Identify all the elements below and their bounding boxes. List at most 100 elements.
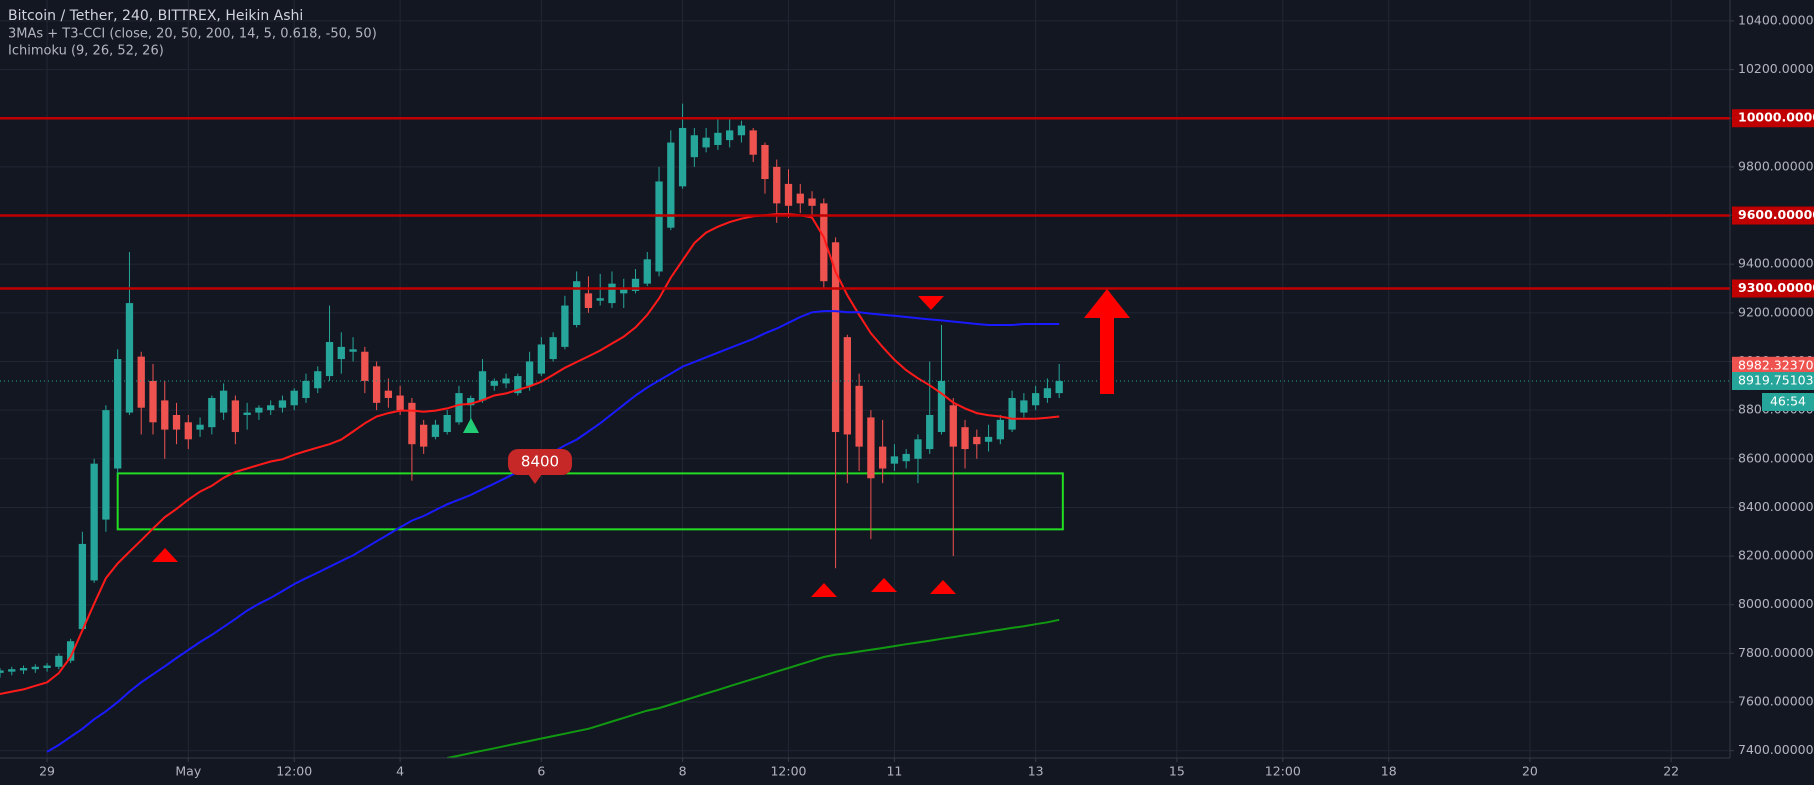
candle-body (55, 655, 63, 667)
level-label-bg (1732, 279, 1814, 298)
legend: Bitcoin / Tether, 240, BITTREX, Heikin A… (8, 8, 377, 59)
candle-body (984, 436, 993, 442)
candle-body (596, 298, 604, 301)
candle-body (420, 424, 428, 447)
candle-body (149, 380, 157, 423)
candle-body (773, 166, 781, 204)
candle-body (137, 356, 145, 408)
candle-body (714, 132, 722, 145)
candle-body (1020, 400, 1028, 413)
signal-arrow-up (152, 548, 178, 562)
candle-body (843, 337, 851, 435)
candle-body (384, 390, 393, 398)
candle-body (867, 417, 875, 479)
candle-body (243, 412, 251, 416)
candle-body (467, 397, 475, 406)
candle-body (325, 342, 334, 377)
candle-body (396, 395, 404, 411)
candle-body (690, 135, 699, 158)
candle-body (820, 203, 828, 282)
candle-body (749, 130, 757, 155)
countdown-bg (1762, 393, 1814, 412)
candle-body (8, 669, 16, 672)
indicator-label: Ichimoku (9, 26, 52, 26) (8, 44, 164, 59)
candle-body (525, 361, 534, 386)
x-tick-label: 12:00 (276, 764, 312, 779)
annotation-label: 8400 (521, 453, 559, 471)
x-tick-label: 12:00 (1265, 764, 1301, 779)
y-tick-label: 9800.00000 (1738, 158, 1814, 173)
candle-body (0, 670, 4, 673)
x-tick-label: 4 (396, 764, 404, 779)
candle-body (737, 125, 746, 136)
candle-body (66, 641, 75, 661)
indicator-label: 3MAs + T3-CCI (close, 20, 50, 200, 14, 5… (8, 27, 377, 42)
candle-body (702, 137, 710, 148)
candle-body (114, 359, 122, 469)
countdown: 46:54 (1770, 394, 1806, 409)
candle-body (290, 390, 298, 406)
y-tick-label: 8600.00000 (1738, 450, 1814, 465)
x-tick-label: 6 (537, 764, 545, 779)
candle-body (31, 666, 39, 670)
candle-body (620, 288, 628, 294)
candle-body (643, 259, 651, 284)
candle-body (1043, 388, 1052, 398)
candle-body (584, 293, 593, 308)
candle-body (937, 380, 946, 433)
candle-body (408, 402, 416, 445)
candle-body (1008, 397, 1016, 430)
big-arrow-head (1084, 289, 1130, 318)
x-tick-label: May (175, 764, 201, 779)
candle-body (608, 283, 616, 304)
x-tick-label: 20 (1522, 764, 1538, 779)
candle-body (537, 344, 546, 374)
candle-body (973, 436, 981, 445)
candle-body (90, 463, 98, 581)
candle-body (784, 183, 793, 206)
candle-body (478, 371, 487, 401)
y-tick-label: 8200.00000 (1738, 548, 1814, 563)
candle-body (1055, 380, 1063, 394)
x-tick-label: 15 (1169, 764, 1185, 779)
y-tick-label: 9200.00000 (1738, 304, 1814, 319)
candle-body (726, 130, 734, 141)
candle-body (561, 305, 569, 347)
signal-arrow-up (811, 583, 837, 597)
candle-body (996, 419, 1004, 440)
candle-body (19, 667, 28, 671)
candle-body (914, 439, 922, 459)
support-zone (116, 472, 1064, 531)
x-tick-label: 18 (1381, 764, 1397, 779)
candle-body (184, 422, 192, 440)
moving-average-line (447, 618, 1060, 759)
annotation-bubble (508, 449, 572, 475)
candle-body (808, 198, 816, 206)
level-label-bg (1732, 206, 1814, 225)
candle-body (902, 453, 910, 462)
candle-body (302, 380, 310, 398)
candle-body (949, 405, 957, 447)
overlay (152, 289, 1130, 597)
annotation-tail (528, 474, 542, 484)
time-axis-bg (0, 758, 1814, 785)
candle-body (549, 337, 557, 360)
candle-body (219, 390, 228, 413)
y-tick-label: 7600.00000 (1738, 694, 1814, 709)
y-tick-label: 7800.00000 (1738, 645, 1814, 660)
price-label: 8982.32370 (1738, 357, 1814, 372)
y-tick-label: 10400.00000 (1738, 12, 1814, 27)
x-tick-label: 11 (886, 764, 902, 779)
candle-body (278, 400, 287, 408)
candle-body (78, 543, 87, 630)
candle-body (667, 142, 675, 228)
candle-body (761, 144, 769, 180)
candle-body (1031, 393, 1040, 406)
candle-body (337, 346, 345, 360)
moving-average-line (0, 213, 1060, 695)
candle-body (796, 193, 804, 204)
candle-body (926, 415, 934, 450)
